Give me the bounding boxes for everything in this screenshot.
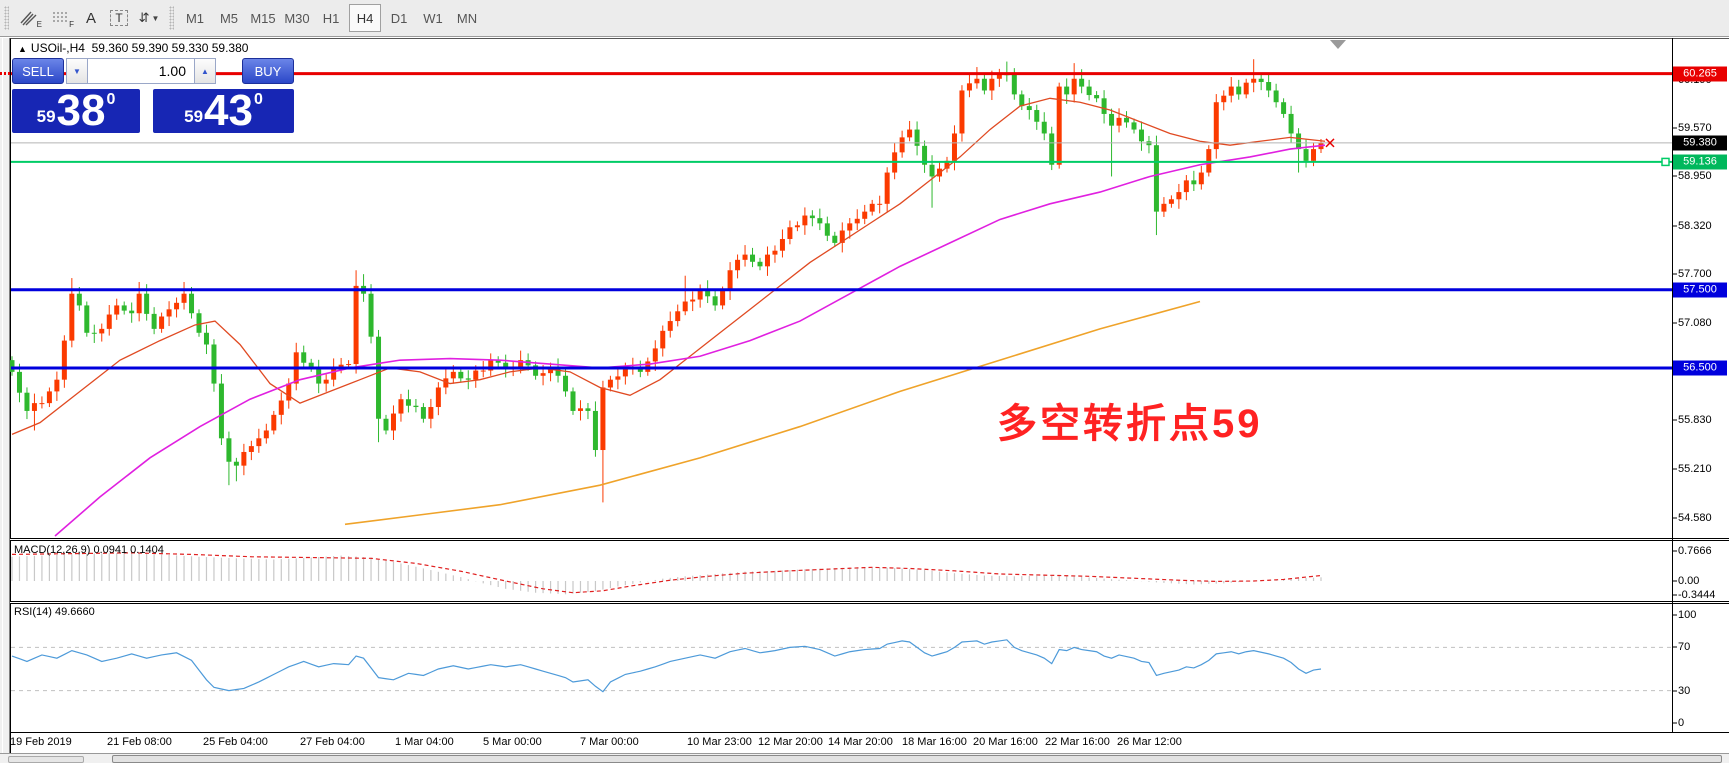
- sell-price-main: 38: [56, 85, 106, 135]
- date-label: 22 Mar 16:00: [1045, 736, 1110, 748]
- buy-price-pip: 0: [253, 91, 263, 108]
- text-label-icon[interactable]: A: [85, 9, 96, 27]
- timeframe-button-h1[interactable]: H1: [322, 10, 340, 26]
- timeframe-button-m1[interactable]: M1: [185, 10, 205, 26]
- price-badge: 59.380: [1673, 135, 1727, 151]
- quote-ohlc: 59.360 59.390 59.330 59.380: [91, 41, 249, 55]
- date-label: 21 Feb 08:00: [107, 736, 172, 748]
- rsi-indicator-label: RSI(14) 49.6660: [14, 606, 95, 618]
- timeframe-button-w1[interactable]: W1: [423, 10, 443, 26]
- rsi-axis-tick-label: 30: [1678, 685, 1691, 697]
- sell-price-pip: 0: [106, 91, 116, 108]
- date-label: 1 Mar 04:00: [395, 736, 454, 748]
- rsi-pane-divider[interactable]: [10, 601, 1729, 604]
- grid-template-icon[interactable]: F: [46, 5, 76, 31]
- buy-price-handle: 59: [184, 107, 204, 126]
- toolbar-drag-handle-2[interactable]: [169, 6, 174, 30]
- price-tick-label: 54.580: [1678, 512, 1712, 524]
- date-label: 25 Feb 04:00: [203, 736, 268, 748]
- rsi-axis-tick-label: 70: [1678, 641, 1691, 653]
- scroll-to-end-triangle-icon[interactable]: [1330, 40, 1346, 49]
- volume-input[interactable]: [88, 58, 194, 84]
- rsi-axis-tick-label: 0: [1678, 717, 1685, 729]
- window-left-edge: [0, 38, 10, 763]
- horizontal-scrollbar[interactable]: [0, 753, 1729, 763]
- price-badge: 60.265: [1673, 66, 1727, 82]
- scrollbar-thumb[interactable]: [112, 755, 1722, 763]
- date-label: 14 Mar 20:00: [828, 736, 893, 748]
- macd-axis-tick-label: 0.7666: [1678, 545, 1712, 557]
- text-box-icon[interactable]: T: [106, 5, 132, 31]
- price-tick-label: 57.080: [1678, 317, 1712, 329]
- macd-axis-tick-label: 0.00: [1678, 575, 1700, 587]
- macd-axis-tick-label: -0.3444: [1678, 589, 1716, 601]
- date-label: 18 Mar 16:00: [902, 736, 967, 748]
- timeframe-button-d1[interactable]: D1: [390, 10, 408, 26]
- toolbar-drag-handle[interactable]: [4, 6, 9, 30]
- red-line-left-stub: [0, 72, 10, 75]
- buy-price-display[interactable]: 59 43 0: [153, 85, 294, 135]
- chart-text-annotation[interactable]: 多空转折点59: [997, 402, 1263, 446]
- time-axis-line: [10, 732, 1729, 733]
- date-label: 26 Mar 12:00: [1117, 736, 1182, 748]
- price-axis-line: [1672, 38, 1673, 732]
- volume-increase-button[interactable]: ▲: [194, 58, 216, 84]
- scrollbar-left-grip[interactable]: [8, 756, 84, 763]
- timeframe-button-group: M1 M5 M15 M30 H1 H4 D1 W1 MN: [178, 4, 484, 32]
- timeframe-button-m15[interactable]: M15: [250, 10, 276, 26]
- sell-price-display[interactable]: 59 38 0: [12, 85, 140, 135]
- price-badge: 59.136: [1673, 154, 1727, 170]
- date-label: 10 Mar 23:00: [687, 736, 752, 748]
- chevron-down-icon: ▼: [151, 13, 160, 23]
- volume-decrease-button[interactable]: ▼: [66, 58, 88, 84]
- date-label: 12 Mar 20:00: [758, 736, 823, 748]
- buy-button[interactable]: BUY: [242, 58, 294, 84]
- symbol-timeframe: USOil-,H4: [30, 41, 85, 55]
- price-badge: 56.500: [1673, 360, 1727, 376]
- timeframe-button-h4[interactable]: H4: [349, 4, 381, 32]
- date-label: 7 Mar 00:00: [580, 736, 639, 748]
- chart-title: ▲ USOil-,H4 59.360 59.390 59.330 59.380: [18, 41, 248, 55]
- date-label: 5 Mar 00:00: [483, 736, 542, 748]
- price-tick-label: 55.210: [1678, 463, 1712, 475]
- price-tick-label: 57.700: [1678, 268, 1712, 280]
- timeframe-button-m30[interactable]: M30: [284, 10, 310, 26]
- icon-sub-f: F: [69, 20, 74, 29]
- macd-indicator-label: MACD(12,26,9) 0.0941 0.1404: [14, 544, 164, 556]
- buy-price-main: 43: [204, 85, 253, 135]
- price-tick-label: 55.830: [1678, 414, 1712, 426]
- symbol-up-arrow-icon: ▲: [18, 44, 27, 54]
- rsi-axis-tick-label: 100: [1678, 609, 1697, 621]
- timeframe-button-m5[interactable]: M5: [219, 10, 239, 26]
- price-badge: 57.500: [1673, 282, 1727, 298]
- indicator-lines-icon[interactable]: E: [14, 5, 44, 31]
- macd-pane-divider[interactable]: [10, 538, 1729, 541]
- price-tick-label: 58.950: [1678, 170, 1712, 182]
- timeframe-button-mn[interactable]: MN: [456, 10, 478, 26]
- price-tick-label: 59.570: [1678, 122, 1712, 134]
- date-label: 20 Mar 16:00: [973, 736, 1038, 748]
- arrange-arrows-icon[interactable]: ⇵ ▼: [138, 10, 160, 25]
- sell-price-handle: 59: [36, 107, 56, 126]
- icon-sub-e: E: [36, 20, 42, 29]
- date-label: 19 Feb 2019: [10, 736, 72, 748]
- sell-button[interactable]: SELL: [12, 58, 64, 84]
- price-tick-label: 58.320: [1678, 220, 1712, 232]
- date-label: 27 Feb 04:00: [300, 736, 365, 748]
- top-toolbar: E F A T ⇵ ▼ M1 M5 M15 M30 H1 H4 D1 W1 MN: [0, 0, 1729, 37]
